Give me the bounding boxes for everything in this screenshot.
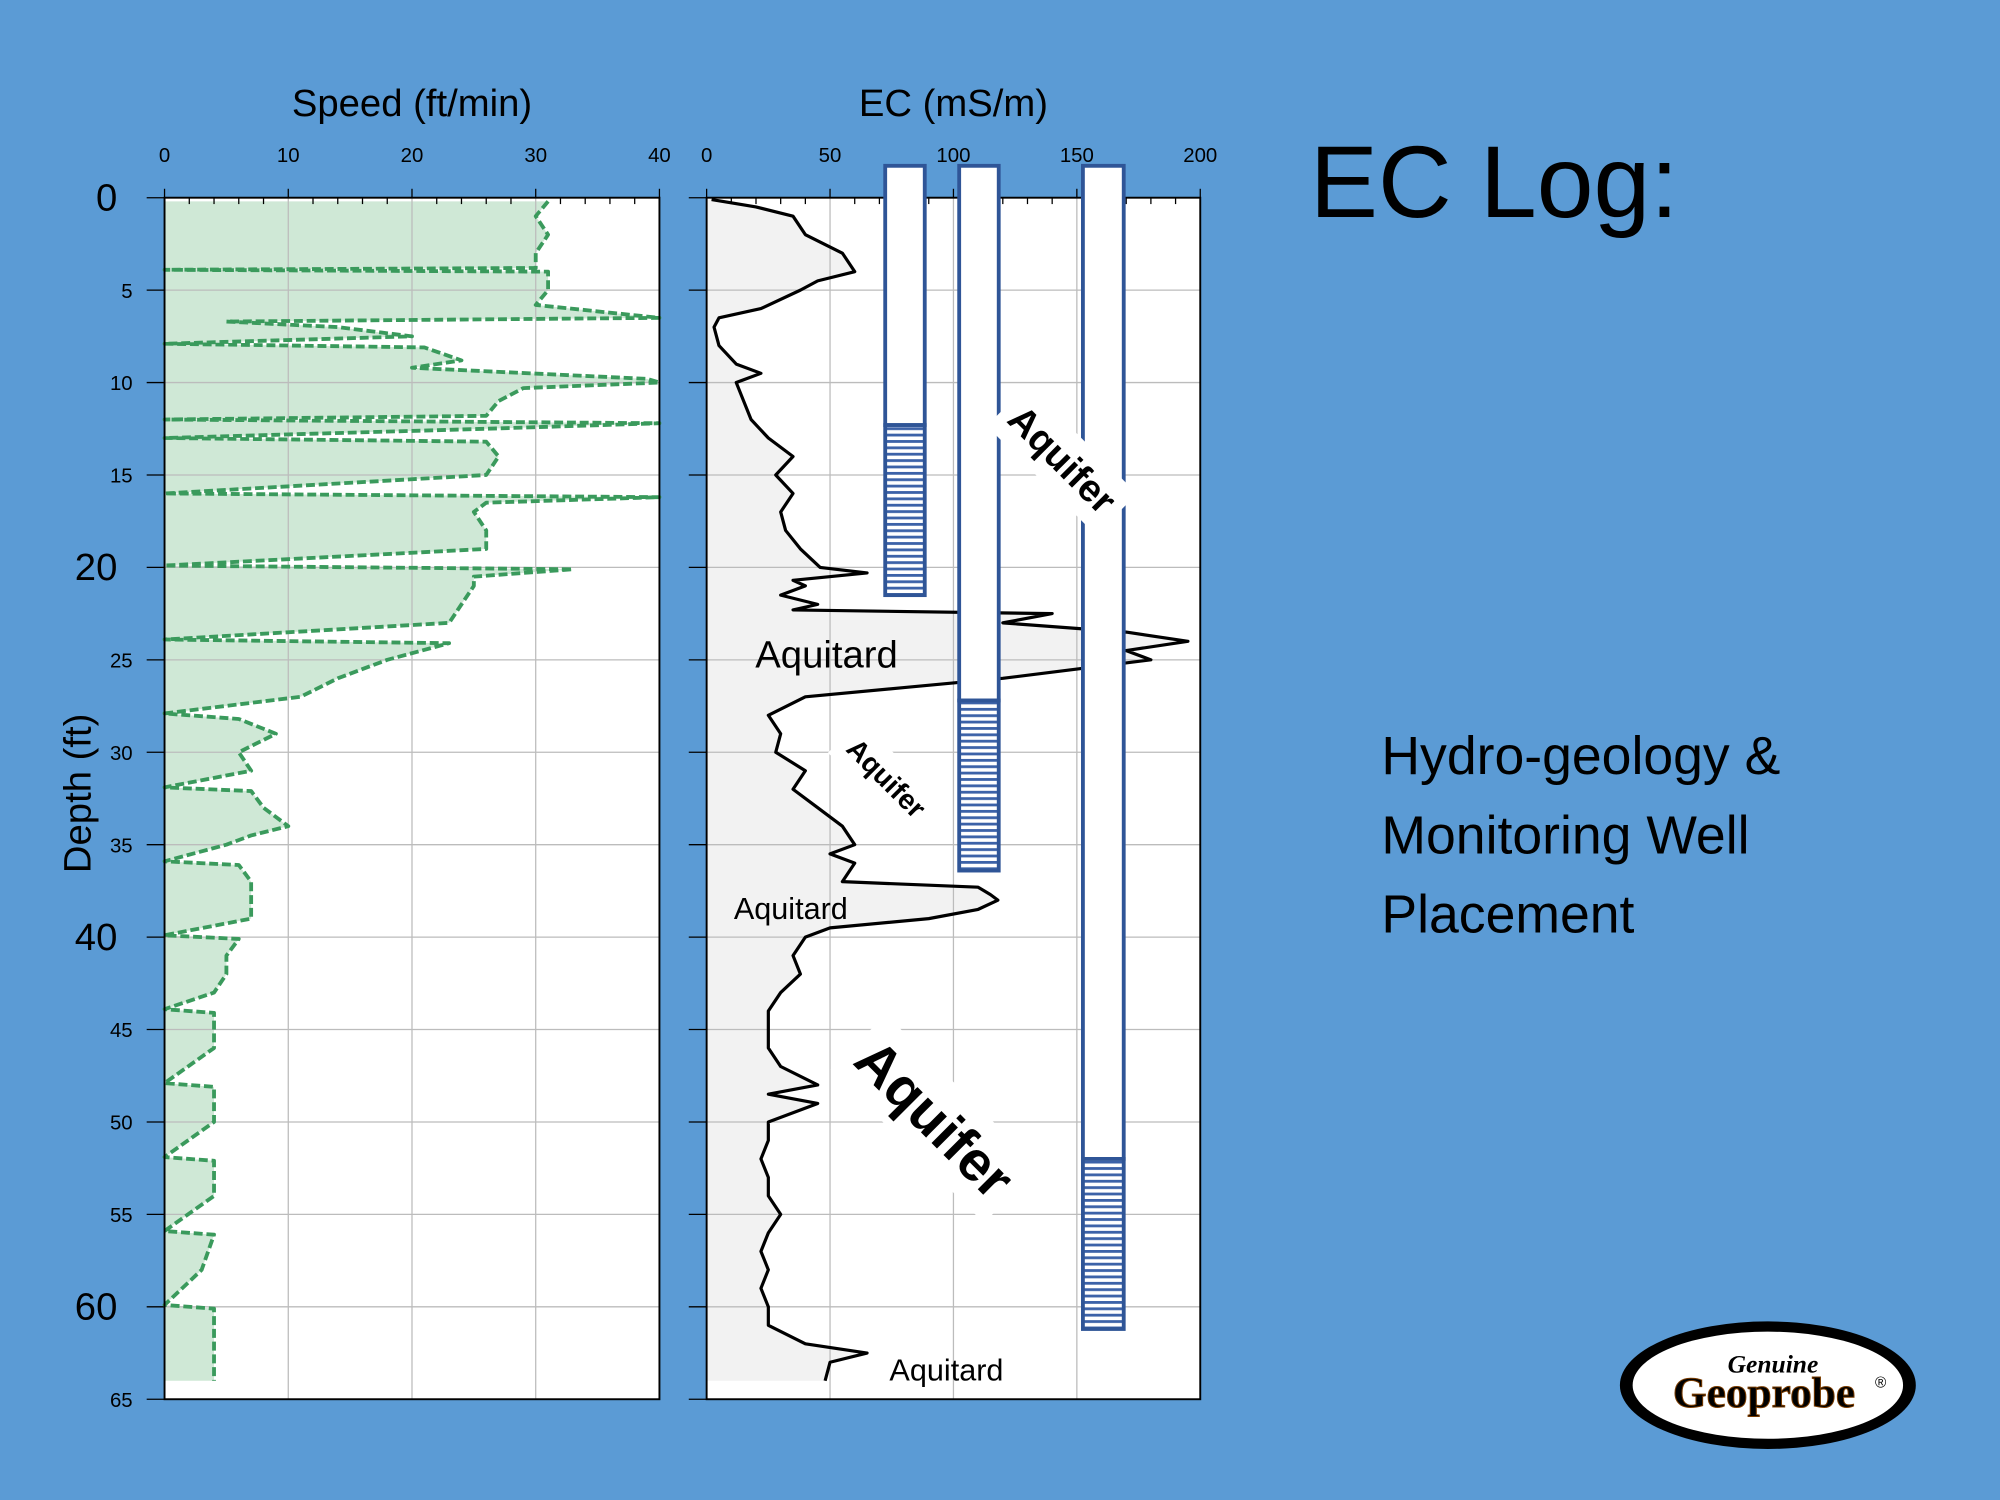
annotation-background xyxy=(830,1014,1040,1224)
y-tick-label: 55 xyxy=(110,1205,133,1227)
annotation: Aquitard xyxy=(755,634,897,677)
x-tick-label: 100 xyxy=(936,145,970,167)
x-axis-label: EC (mS/m) xyxy=(859,82,1048,125)
logo: Genuine Geoprobe ® xyxy=(1619,1321,1916,1449)
subtitle-line: Hydro-geology & xyxy=(1381,727,1780,786)
y-tick-label: 10 xyxy=(110,373,133,395)
area-fill xyxy=(706,199,1188,1381)
well-screen xyxy=(1080,1157,1126,1331)
plot-frame xyxy=(163,196,661,1401)
well-casing xyxy=(1080,163,1126,1161)
x-tick-label: 150 xyxy=(1060,145,1094,167)
well-casing xyxy=(883,163,927,427)
annotation-text: Aquitard xyxy=(734,892,848,926)
well-casing xyxy=(957,163,1001,703)
y-tick-label: 5 xyxy=(121,281,132,303)
y-tick-label: 20 xyxy=(75,546,118,589)
annotation: Aquitard xyxy=(889,1354,1003,1388)
y-tick-label: 25 xyxy=(110,650,133,672)
data-line xyxy=(711,197,1190,1382)
y-tick-label: 15 xyxy=(110,466,133,488)
logo-inner xyxy=(1632,1331,1904,1439)
x-tick-label: 0 xyxy=(159,145,170,167)
x-tick-label: 30 xyxy=(524,145,547,167)
x-tick-label: 50 xyxy=(819,145,842,167)
plot: 0 50 100 150 200 xyxy=(688,145,1217,1401)
annotation-text: Aquitard xyxy=(889,1354,1003,1388)
x-tick-label: 200 xyxy=(1183,145,1217,167)
y-tick-label: 40 xyxy=(75,916,118,959)
annotation-background xyxy=(986,384,1138,536)
y-tick-label: 60 xyxy=(75,1286,118,1329)
x-tick-label: 40 xyxy=(648,145,671,167)
y-tick-label: 65 xyxy=(110,1390,133,1412)
subtitle-line: Monitoring Well xyxy=(1381,806,1749,865)
x-axis-label: Speed (ft/min) xyxy=(292,82,532,125)
well-screen xyxy=(883,423,927,598)
annotation: Aquitard xyxy=(734,892,848,926)
x-tick-label: 20 xyxy=(401,145,424,167)
plot-frame xyxy=(705,196,1202,1401)
annotation-text: Aquitard xyxy=(755,634,897,677)
logo-mark: ® xyxy=(1875,1375,1887,1392)
annotation-background xyxy=(827,719,945,837)
logo-top: Genuine xyxy=(1728,1349,1819,1378)
logo-brand: Geoprobe xyxy=(1673,1369,1855,1417)
x-tick-label: 10 xyxy=(277,145,300,167)
well-screen xyxy=(957,698,1001,873)
slide-title: EC Log: xyxy=(1310,125,1679,239)
y-tick-label: 35 xyxy=(110,835,133,857)
x-tick-label: 0 xyxy=(701,145,712,167)
y-tick-label: 50 xyxy=(110,1113,133,1135)
subtitle-line: Placement xyxy=(1381,885,1634,944)
y-tick-label: 30 xyxy=(110,743,133,765)
y-tick-label: 45 xyxy=(110,1020,133,1042)
y-tick-label: 0 xyxy=(96,176,117,219)
plot: 0 10 20 30 40 0 5 10 15 20 25 30 35 40 45 50 55 60 65 xyxy=(75,145,671,1412)
y-axis-label: Depth (ft) xyxy=(57,714,100,873)
